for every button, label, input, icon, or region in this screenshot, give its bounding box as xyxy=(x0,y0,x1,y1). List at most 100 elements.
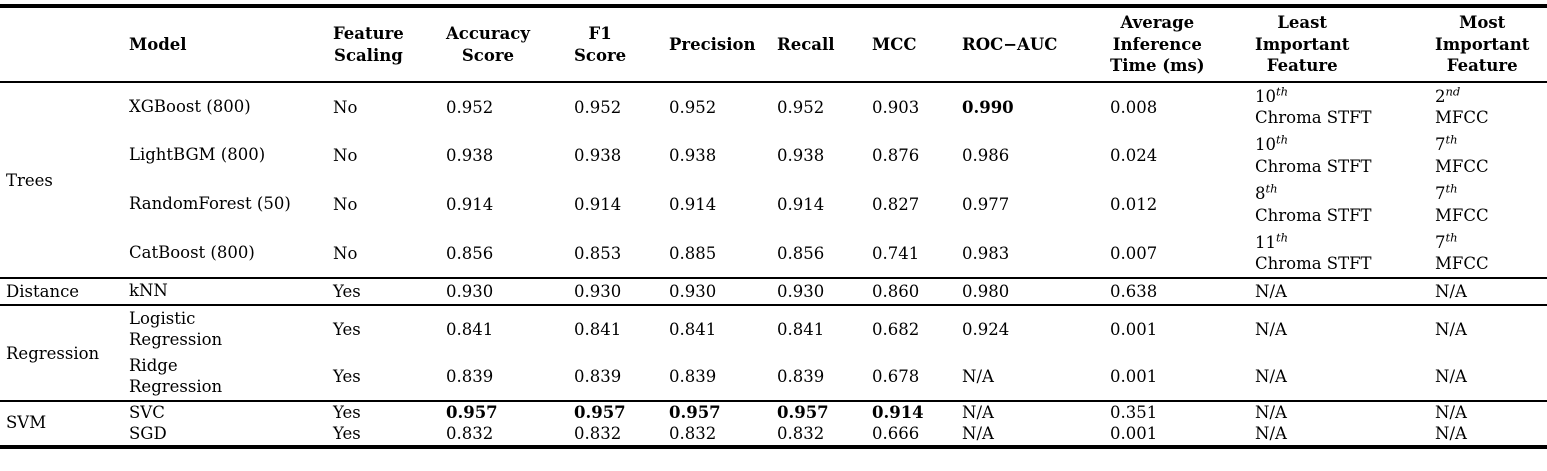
cell-accuracy: 0.841 xyxy=(446,320,494,339)
cell-feature-scaling: Yes xyxy=(333,282,361,301)
col-header-f1: F1 Score xyxy=(568,6,663,82)
cell-mcc: 0.682 xyxy=(872,320,920,339)
col-header-precision: Precision xyxy=(663,6,771,82)
cell-model: LightBGM (800) xyxy=(129,145,266,165)
cell-recall: 0.914 xyxy=(777,195,825,214)
model-comparison-table: Model Feature Scaling Accuracy Score F1 … xyxy=(0,4,1547,449)
cell-least-important: N/A xyxy=(1255,319,1287,339)
col-header-recall-label: Recall xyxy=(777,34,835,54)
table-row-ridge-regression: Ridge Regression Yes 0.839 0.839 0.839 0… xyxy=(0,353,1547,401)
table-row-lightbgm: LightBGM (800) No 0.938 0.938 0.938 0.93… xyxy=(0,131,1547,180)
cell-most-important: 2nd MFCC xyxy=(1435,84,1489,127)
col-header-precision-label: Precision xyxy=(669,34,756,54)
cell-recall: 0.957 xyxy=(777,402,829,422)
cell-least-important: N/A xyxy=(1255,403,1287,422)
cell-feature-scaling: Yes xyxy=(333,424,361,444)
group-label-distance: Distance xyxy=(6,282,80,301)
col-header-accuracy-label: Accuracy Score xyxy=(446,23,530,65)
cell-precision: 0.841 xyxy=(669,320,717,339)
col-header-accuracy: Accuracy Score xyxy=(440,6,568,82)
cell-f1: 0.853 xyxy=(574,243,622,263)
cell-accuracy: 0.839 xyxy=(446,367,494,386)
col-header-recall: Recall xyxy=(771,6,866,82)
col-header-model: Model xyxy=(123,6,327,82)
table-row-svc: SVM SVC Yes 0.957 0.957 0.957 0.957 0.91… xyxy=(0,401,1547,433)
cell-recall: 0.952 xyxy=(777,97,825,117)
col-header-least-important-label: Least Important Feature xyxy=(1255,12,1350,76)
cell-recall: 0.938 xyxy=(777,146,825,165)
cell-mcc: 0.914 xyxy=(872,402,924,422)
col-header-group xyxy=(0,6,123,82)
cell-inference-time: 0.024 xyxy=(1110,146,1158,165)
col-header-mcc-label: MCC xyxy=(872,34,917,54)
group-label-trees: Trees xyxy=(6,170,53,190)
cell-precision: 0.930 xyxy=(669,282,717,301)
cell-mcc: 0.903 xyxy=(872,97,920,117)
header-row: Model Feature Scaling Accuracy Score F1 … xyxy=(0,6,1547,82)
cell-least-important: 11th Chroma STFT xyxy=(1255,230,1372,273)
cell-least-important: N/A xyxy=(1255,424,1287,444)
cell-most-important: N/A xyxy=(1435,281,1467,301)
cell-recall: 0.832 xyxy=(777,424,825,444)
cell-precision: 0.832 xyxy=(669,424,717,444)
col-header-roc-auc: ROC−AUC xyxy=(956,6,1084,82)
cell-precision: 0.914 xyxy=(669,195,717,214)
cell-feature-scaling: Yes xyxy=(333,402,361,422)
cell-least-important: 8th Chroma STFT xyxy=(1255,181,1372,225)
cell-f1: 0.841 xyxy=(574,320,622,339)
cell-model: SVC xyxy=(129,402,165,422)
cell-model: Logistic Regression xyxy=(129,308,223,349)
cell-inference-time: 0.351 xyxy=(1110,402,1158,422)
cell-roc-auc: N/A xyxy=(962,424,994,444)
cell-most-important: 7th MFCC xyxy=(1435,230,1489,273)
cell-precision: 0.957 xyxy=(669,402,721,422)
cell-feature-scaling: Yes xyxy=(333,320,361,339)
col-header-most-important: Most Important Feature xyxy=(1429,6,1547,82)
cell-precision: 0.839 xyxy=(669,367,717,386)
cell-inference-time: 0.001 xyxy=(1110,367,1158,386)
cell-most-important: N/A xyxy=(1435,319,1467,339)
cell-feature-scaling: No xyxy=(333,146,358,165)
cell-inference-time: 0.008 xyxy=(1110,97,1158,117)
col-header-inference-time-label: Average Inference Time (ms) xyxy=(1110,12,1205,76)
cell-least-important: N/A xyxy=(1255,281,1287,301)
cell-roc-auc: 0.977 xyxy=(962,195,1010,214)
cell-most-important: N/A xyxy=(1435,366,1467,386)
col-header-inference-time: Average Inference Time (ms) xyxy=(1084,6,1249,82)
group-label-svm: SVM xyxy=(6,413,47,433)
cell-roc-auc: 0.986 xyxy=(962,146,1010,165)
cell-model: XGBoost (800) xyxy=(129,96,251,116)
cell-accuracy: 0.914 xyxy=(446,195,494,214)
cell-accuracy: 0.930 xyxy=(446,282,494,301)
cell-most-important: 7th MFCC xyxy=(1435,132,1489,176)
cell-f1: 0.938 xyxy=(574,146,622,165)
cell-f1: 0.952 xyxy=(574,97,622,117)
cell-mcc: 0.827 xyxy=(872,195,920,214)
cell-accuracy: 0.957 xyxy=(446,402,498,422)
cell-feature-scaling: No xyxy=(333,243,358,263)
cell-mcc: 0.741 xyxy=(872,243,920,263)
col-header-roc-auc-label: ROC−AUC xyxy=(962,34,1058,54)
table-row-xgboost: Trees XGBoost (800) No 0.952 0.952 0.952… xyxy=(0,82,1547,189)
col-header-least-important: Least Important Feature xyxy=(1249,6,1429,82)
cell-recall: 0.930 xyxy=(777,282,825,301)
table-row-randomforest: RandomForest (50) No 0.914 0.914 0.914 0… xyxy=(0,180,1547,229)
cell-f1: 0.839 xyxy=(574,367,622,386)
cell-accuracy: 0.856 xyxy=(446,243,494,263)
cell-most-important: N/A xyxy=(1435,424,1467,444)
cell-roc-auc: 0.990 xyxy=(962,97,1014,117)
cell-least-important: N/A xyxy=(1255,366,1287,386)
cell-accuracy: 0.832 xyxy=(446,424,494,444)
cell-roc-auc: N/A xyxy=(962,402,994,422)
col-header-mcc: MCC xyxy=(866,6,956,82)
cell-precision: 0.938 xyxy=(669,146,717,165)
cell-mcc: 0.666 xyxy=(872,424,920,444)
table-row-logistic-regression: Regression Logistic Regression Yes 0.841… xyxy=(0,305,1547,363)
cell-model: RandomForest (50) xyxy=(129,194,291,214)
cell-inference-time: 0.012 xyxy=(1110,195,1158,214)
cell-model: SGD xyxy=(129,424,167,444)
col-header-most-important-label: Most Important Feature xyxy=(1435,12,1530,76)
cell-recall: 0.856 xyxy=(777,243,825,263)
cell-accuracy: 0.952 xyxy=(446,97,494,117)
